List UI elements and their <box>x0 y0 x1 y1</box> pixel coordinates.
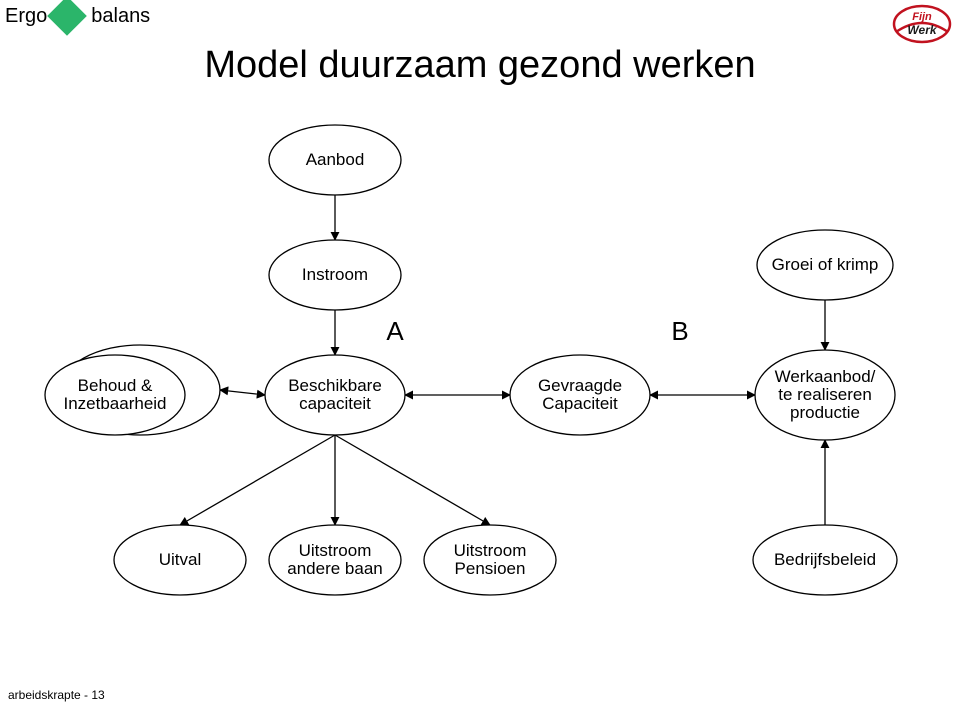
node-label-werkaanbod-2: productie <box>790 403 860 422</box>
node-label-uitstroom_baan-0: Uitstroom <box>299 541 372 560</box>
diagram-canvas: Aanbod Instroom Groei of krimp Behoud &Inze… <box>0 0 960 710</box>
node-label-behoud-1: Inzetbaarheid <box>63 394 166 413</box>
node-label-werkaanbod-0: Werkaanbod/ <box>775 367 876 386</box>
diagram-label-label_b: B <box>671 316 688 346</box>
node-label-beschikbare-0: Beschikbare <box>288 376 382 395</box>
edge-beschikbare-uitval <box>180 435 335 525</box>
diagram-label-label_a: A <box>386 316 404 346</box>
node-label-uitval-0: Uitval <box>159 550 202 569</box>
node-label-uitstroom_pens-0: Uitstroom <box>454 541 527 560</box>
node-label-uitstroom_baan-1: andere baan <box>287 559 382 578</box>
footer-text: arbeidskrapte - 13 <box>8 688 105 702</box>
node-label-instroom-0: Instroom <box>302 265 368 284</box>
edge-beschikbare-behoud_shadow <box>220 390 265 395</box>
node-label-beschikbare-1: capaciteit <box>299 394 371 413</box>
node-label-gevraagde-1: Capaciteit <box>542 394 618 413</box>
edge-beschikbare-uitstroom_pens <box>335 435 490 525</box>
node-label-bedrijfsbeleid-0: Bedrijfsbeleid <box>774 550 876 569</box>
node-label-aanbod-0: Aanbod <box>306 150 365 169</box>
node-label-werkaanbod-1: te realiseren <box>778 385 872 404</box>
node-label-behoud-0: Behoud & <box>78 376 153 395</box>
node-label-uitstroom_pens-1: Pensioen <box>455 559 526 578</box>
node-label-gevraagde-0: Gevraagde <box>538 376 622 395</box>
node-label-groei-0: Groei of krimp <box>772 255 879 274</box>
